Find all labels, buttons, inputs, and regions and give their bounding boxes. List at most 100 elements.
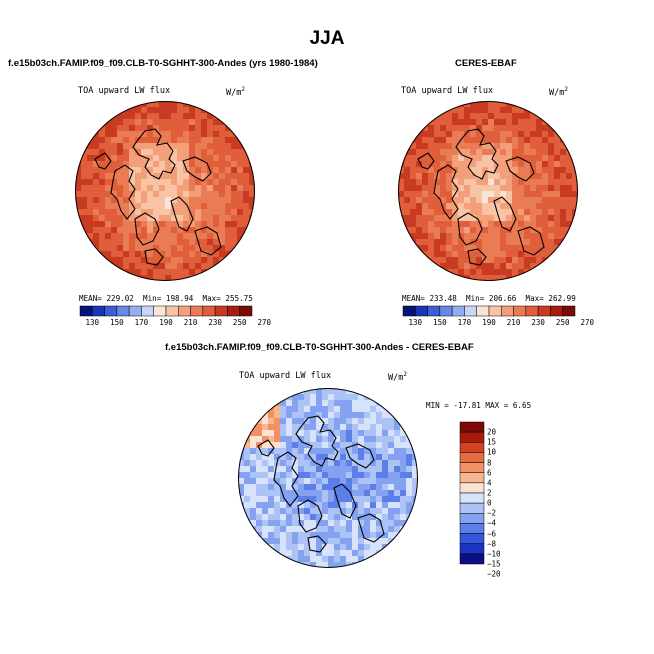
panel-1-map-cell [249,143,255,150]
panel-2-map-cell [446,113,453,120]
panel-2-map-cell [494,239,501,246]
panel-2-map-cell [416,173,423,180]
panel-2-map-cell [548,245,555,252]
panel-3-map-cell [256,556,263,563]
panel-3-map-cell [250,532,257,539]
panel-2-map-cell [500,215,507,222]
panel-2-map-cell [488,185,495,192]
panel-1-map-cell [81,203,88,210]
panel-1-map-cell [99,227,106,234]
panel-2-map-cell [566,257,573,264]
panel-2-map-cell [506,251,513,258]
panel-2-map-cell [398,269,405,276]
panel-1-map-cell [141,143,148,150]
panel-1-map-cell [249,155,255,162]
panel-3-map-cell [352,412,359,419]
panel-1-map-cell [159,173,166,180]
panel-1-map-cell [171,155,178,162]
panel-1-map-cell [81,197,88,204]
panel-1-map-cell [219,107,226,114]
panel-1-colorbar-swatch [239,305,253,317]
panel-3-map-cell [322,436,329,443]
panel-3-map-cell [316,436,323,443]
panel-3-map-cell [394,520,401,527]
panel-3-colorbar-swatch [459,431,485,443]
panel-3-map-coastline [297,499,323,533]
panel-1-map-cell [231,101,238,108]
panel-1-map-cell [153,107,160,114]
panel-2-map-cell [458,179,465,186]
panel-1-map-cell [165,173,172,180]
panel-3-colorbar-label: 4 [487,478,492,488]
panel-2-map-cell [494,275,501,281]
panel-1-map-cell [165,167,172,174]
panel-3-map-cell [316,484,323,491]
panel-1-map-cell [201,227,208,234]
panel-3-map-cell [244,388,251,395]
panel-3-map-cell [328,502,335,509]
panel-2-map-cell [398,263,405,270]
panel-2-map-cell [470,173,477,180]
panel-2-map-cell [536,257,543,264]
panel-1-map-cell [99,155,106,162]
panel-1-map-cell [111,233,118,240]
panel-3-colorbar-label: 6 [487,468,492,478]
panel-3-map-cell [394,502,401,509]
panel-2-map-cell [470,113,477,120]
panel-3-map-cell [358,496,365,503]
panel-1-map-cell [117,245,124,252]
panel-1-map-cell [219,215,226,222]
panel-1-map-cell [105,275,112,281]
panel-2-colorbar-swatch [550,305,563,317]
panel-3-map-cell [256,460,263,467]
panel-3-map-cell [310,442,317,449]
panel-3-map-cell [298,484,305,491]
panel-2-map-cell [548,191,555,198]
panel-3-map-cell [274,478,281,485]
panel-2-map-cell [530,149,537,156]
panel-1-map-cell [111,143,118,150]
panel-1-map-cell [189,137,196,144]
panel-2-map-cell [500,185,507,192]
panel-3-map-cell [244,424,251,431]
panel-1-map-cell [159,251,166,258]
panel-3-map-cell [244,508,251,515]
panel-1-map-cell [237,257,244,264]
panel-3-map-cell [238,538,245,545]
panel-2-map-cell [470,179,477,186]
panel-2-colorbar [402,305,576,317]
panel-1-map-cell [141,263,148,270]
panel-2-map-cell [470,161,477,168]
panel-1-map-coastline [182,156,212,182]
panel-3-map-cell [316,424,323,431]
panel-2-colorbar-swatch [488,305,502,317]
panel-3-map-cell [268,520,275,527]
panel-3-map-cell [286,472,293,479]
panel-1-map-cell [135,257,142,264]
panel-1-map-cell [141,209,148,216]
panel-2-map-cell [464,197,471,204]
panel-3-map-cell [316,400,323,407]
panel-2-map-cell [422,203,429,210]
panel-1-map-cell [147,161,154,168]
panel-1-map-cell [177,143,184,150]
panel-3-map-cell [322,544,329,551]
panel-2-map-cell [512,251,519,258]
panel-3-map-cell [370,484,377,491]
panel-3-map-cell [274,484,281,491]
panel-1-map-cell [123,191,130,198]
panel-3-map-cell [286,400,293,407]
panel-1-map-cell [171,107,178,114]
panel-2-colorbar-swatch [464,305,477,317]
panel-3-map-cell [322,442,329,449]
panel-3-map-cell [328,394,335,401]
panel-1-map-cell [183,221,190,228]
panel-3-colorbar-label: −4 [487,518,497,528]
panel-2-map-cell [434,233,441,240]
panel-3-map-cell [412,550,418,557]
panel-1-map-cell [249,179,255,186]
panel-2-map-cell [506,263,513,270]
panel-3-map-cell [394,448,401,455]
panel-3-colorbar [459,421,485,565]
panel-1-map-cell [75,119,82,126]
